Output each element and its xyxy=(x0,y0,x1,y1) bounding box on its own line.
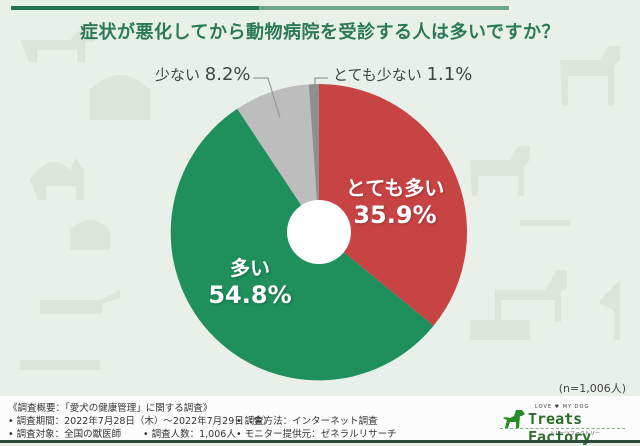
label-very-many-pct: 35.9% xyxy=(353,201,437,229)
slice-very-many xyxy=(319,83,468,326)
logo-sub: トリーツファクトリー xyxy=(550,431,600,437)
label-very-few: とても少ない 1.1% xyxy=(333,64,472,85)
chart-title: 症状が悪化してから動物病院を受診する人は多いですか？ xyxy=(80,22,560,43)
label-few-name: 少ない xyxy=(155,66,201,84)
survey-provider: • モニター提供元：ゼネラルリサーチ xyxy=(236,429,397,440)
label-many: 多い 54.8% xyxy=(200,252,300,309)
footer: 《調査概要：「愛犬の健康管理」に関する調査》 • 調査期間：2022年7月28日… xyxy=(0,396,640,446)
background-dog-silhouettes xyxy=(20,30,620,370)
label-many-name: 多い xyxy=(230,256,270,280)
label-very-few-name: とても少ない xyxy=(333,66,422,84)
label-very-few-pct: 1.1% xyxy=(426,64,473,85)
survey-period: • 調査期間：2022年7月28日（木）〜2022年7月29日（金） xyxy=(8,416,273,427)
label-many-pct: 54.8% xyxy=(208,281,292,309)
survey-count: • 調査人数：1,006人 xyxy=(143,429,236,440)
survey-target: • 調査対象：全国の獣医師 xyxy=(8,429,122,440)
treats-factory-logo: LOVE ♥ MY DOG Treats Factory トリーツファクトリー xyxy=(500,404,628,446)
bottom-bar xyxy=(0,440,640,443)
top-accent-bar xyxy=(11,6,509,10)
label-few-pct: 8.2% xyxy=(204,64,251,85)
label-very-many: とても多い 35.9% xyxy=(340,172,450,229)
label-few: 少ない 8.2% xyxy=(155,64,251,85)
survey-title: 《調査概要：「愛犬の健康管理」に関する調査》 xyxy=(8,403,213,414)
logo-tagline: LOVE ♥ MY DOG xyxy=(535,404,590,410)
pie-chart xyxy=(170,77,468,381)
dog-logo-icon xyxy=(503,410,525,428)
slice-few xyxy=(237,84,319,233)
sample-size-note: (n=1,006人) xyxy=(558,382,626,395)
slice-very-few xyxy=(308,84,319,232)
survey-method: • 調査方法：インターネット調査 xyxy=(236,416,378,427)
label-very-many-name: とても多い xyxy=(345,176,445,200)
